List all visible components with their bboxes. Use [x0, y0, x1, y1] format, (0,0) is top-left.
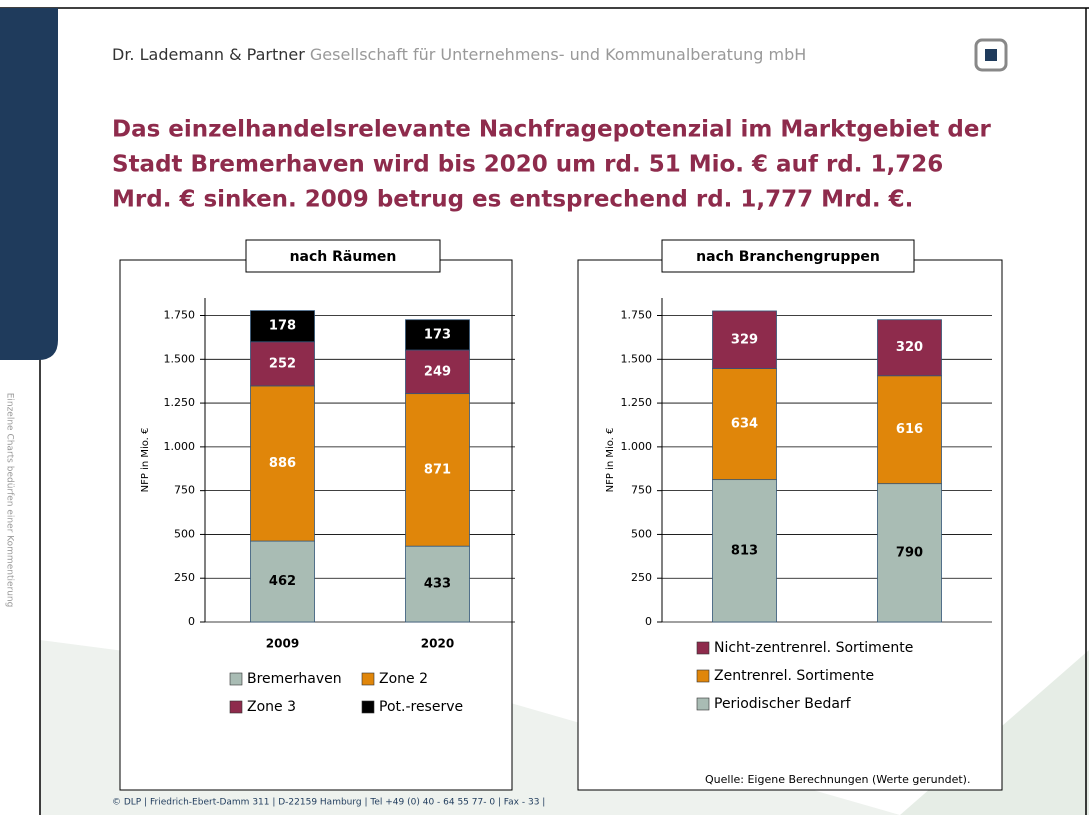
chart-title: nach Branchengruppen	[696, 249, 880, 265]
company: Gesellschaft für Unternehmens- und Kommu…	[310, 45, 806, 64]
y-axis-label: NFP in Mio. €	[140, 428, 151, 493]
title-line: Stadt Bremerhaven wird bis 2020 um rd. 5…	[112, 152, 943, 178]
side-bar	[0, 8, 58, 360]
legend-swatch	[361, 700, 375, 714]
y-tick-label: 0	[188, 615, 195, 628]
bar-segment	[405, 319, 470, 351]
chart-title: nach Räumen	[290, 249, 397, 265]
y-tick-label: 500	[174, 527, 195, 540]
bar-segment	[712, 368, 777, 481]
y-tick-label: 1.000	[621, 440, 653, 453]
y-tick-label: 250	[631, 571, 652, 584]
legend-label: Zentrenrel. Sortimente	[714, 668, 874, 684]
legend-label: Zone 3	[247, 699, 296, 715]
legend-label: Pot.-reserve	[379, 699, 463, 715]
value-label: 813	[731, 543, 758, 558]
value-label: 871	[424, 462, 451, 477]
header: Dr. Lademann & Partner Gesellschaft für …	[112, 45, 806, 64]
bar-segment	[712, 310, 777, 369]
y-tick-label: 1.250	[164, 396, 196, 409]
legend-swatch	[696, 697, 710, 711]
y-tick-label: 1.000	[164, 440, 196, 453]
y-tick-label: 250	[174, 571, 195, 584]
legend-swatch	[696, 669, 710, 683]
legend-swatch	[229, 672, 243, 686]
y-tick-label: 750	[174, 484, 195, 497]
title-line: Mrd. € sinken. 2009 betrug es entspreche…	[112, 187, 913, 213]
value-label: 433	[424, 577, 451, 592]
legend-swatch	[696, 641, 710, 655]
legend-label: Nicht-zentrenrel. Sortimente	[714, 640, 913, 656]
y-tick-label: 1.250	[621, 396, 653, 409]
y-tick-label: 750	[631, 484, 652, 497]
bar-segment	[405, 349, 470, 395]
firm: Dr. Lademann & Partner	[112, 45, 305, 64]
source: Quelle: Eigene Berechnungen (Werte gerun…	[705, 773, 970, 786]
y-tick-label: 1.750	[164, 309, 196, 322]
value-label: 616	[896, 422, 923, 437]
value-label: 634	[731, 417, 758, 432]
y-tick-label: 1.750	[621, 309, 653, 322]
legend-label: Bremerhaven	[247, 671, 342, 687]
bar-segment	[405, 545, 470, 623]
sidebar-note: Einzelne Charts bedürfen einer Kommentie…	[5, 393, 15, 608]
y-tick-label: 500	[631, 527, 652, 540]
bar-segment	[250, 540, 315, 623]
bar-segment	[250, 341, 315, 387]
chart-tab	[245, 239, 441, 273]
value-label: 249	[424, 364, 451, 379]
bar-segment	[250, 385, 315, 542]
value-label: 173	[424, 327, 451, 342]
value-label: 320	[896, 340, 923, 355]
footer: © DLP | Friedrich-Ebert-Damm 311 | D-221…	[112, 798, 545, 808]
bar-segment	[877, 319, 942, 377]
value-label: 462	[269, 574, 296, 589]
x-tick-label: 2009	[266, 637, 299, 651]
value-label: 178	[269, 319, 296, 334]
y-tick-label: 1.500	[164, 352, 196, 365]
bar-segment	[405, 393, 470, 547]
chart-tab	[661, 239, 915, 273]
logo	[985, 49, 997, 61]
bar-segment	[712, 479, 777, 623]
bar-segment	[250, 310, 315, 343]
legend-swatch	[229, 700, 243, 714]
legend-label: Periodischer Bedarf	[714, 696, 852, 712]
value-label: 790	[896, 545, 923, 560]
y-tick-label: 0	[645, 615, 652, 628]
y-axis-label: NFP in Mio. €	[605, 428, 616, 493]
value-label: 329	[731, 332, 758, 347]
bar-segment	[877, 483, 942, 623]
value-label: 886	[269, 456, 296, 471]
y-tick-label: 1.500	[621, 352, 653, 365]
legend-label: Zone 2	[379, 671, 428, 687]
bar-segment	[877, 375, 942, 485]
value-label: 252	[269, 356, 296, 371]
legend-swatch	[361, 672, 375, 686]
title-line: Das einzelhandelsrelevante Nachfragepote…	[112, 117, 991, 143]
x-tick-label: 2020	[421, 637, 454, 651]
